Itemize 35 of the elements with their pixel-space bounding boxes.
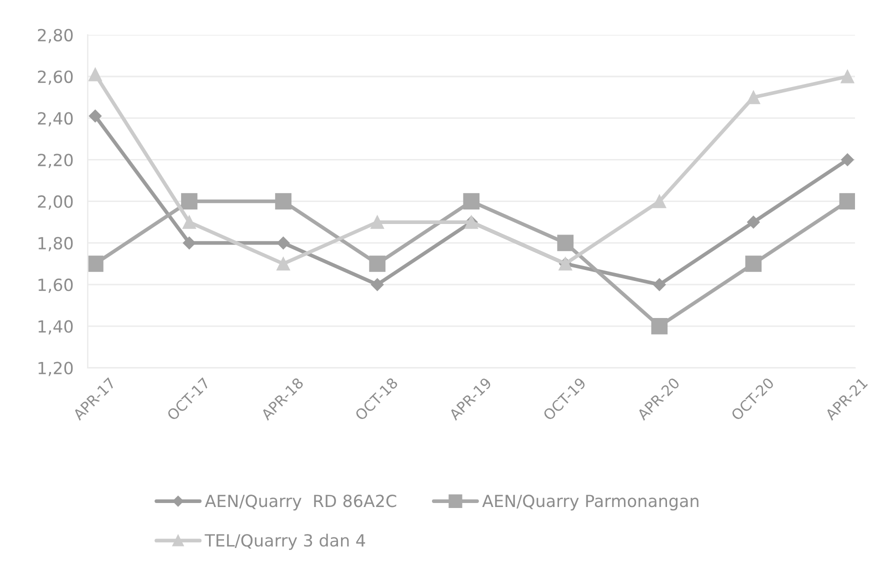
y-tick-label: 1,80 (38, 236, 73, 252)
point (370, 215, 384, 229)
y-tick-label: 2,80 (38, 28, 73, 44)
legend-label: TEL/Quarry 3 dan 4 (204, 534, 366, 550)
legend-label: AEN/Quarry RD 86A2C (204, 494, 396, 510)
point (652, 278, 666, 291)
point (370, 278, 384, 291)
y-tick-label: 2,20 (38, 154, 73, 168)
point (557, 234, 574, 252)
point (463, 193, 480, 210)
y-tick-label: 2,40 (38, 112, 73, 126)
point (88, 68, 102, 82)
y-tick-label: 1,60 (38, 278, 73, 293)
point (276, 256, 290, 271)
point (276, 236, 290, 250)
point (839, 193, 855, 210)
point (369, 256, 386, 272)
y-tick-label: 1,40 (38, 320, 73, 334)
point (747, 216, 760, 229)
point (840, 70, 854, 84)
point (88, 110, 102, 122)
point (745, 256, 762, 272)
point (746, 90, 760, 104)
point (841, 153, 854, 166)
point (182, 236, 196, 250)
point (181, 193, 198, 210)
point (651, 318, 668, 334)
y-tick-label: 2,60 (38, 70, 73, 85)
point (182, 215, 196, 229)
y-tick-label: 1,20 (38, 362, 73, 376)
point (652, 194, 666, 208)
legend-label: AEN/Quarry Parmonangan (482, 494, 698, 510)
y-tick-label: 2,00 (38, 195, 73, 210)
point (88, 256, 104, 272)
point (275, 193, 292, 210)
